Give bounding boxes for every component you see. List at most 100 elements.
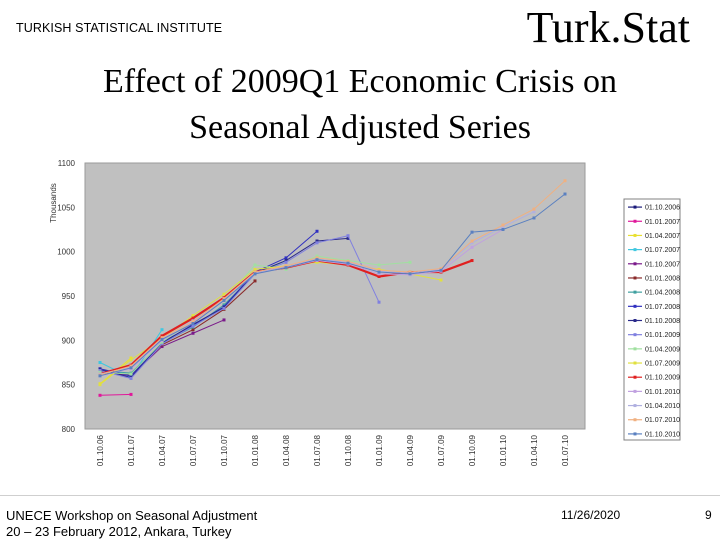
x-tick-label: 01.04.08 [282, 434, 291, 466]
legend-marker [633, 248, 637, 252]
x-tick-label: 01.01.10 [499, 434, 508, 466]
data-point [98, 374, 102, 378]
legend-label: 01.01.2008 [645, 275, 680, 282]
legend-marker [633, 389, 637, 393]
data-point [222, 298, 226, 302]
conference-line1: UNECE Workshop on Seasonal Adjustment [6, 508, 258, 523]
data-point [315, 239, 319, 243]
line-chart: 800 850 900 950 1000 1050 1100 Thousands 01.10.0… [49, 159, 681, 466]
legend-label: 01.10.2008 [645, 318, 680, 325]
plot-area [84, 162, 586, 430]
data-point [346, 261, 350, 265]
data-point [315, 260, 319, 264]
data-point [408, 270, 412, 274]
x-tick-label: 01.04.09 [406, 434, 415, 466]
data-point [191, 331, 195, 335]
legend-marker [633, 432, 637, 436]
y-tick-label: 850 [62, 381, 76, 390]
slide-title-line2: Seasonal Adjusted Series [189, 109, 531, 146]
data-point [346, 234, 350, 238]
legend-marker [633, 276, 637, 280]
brand-logo-text: Turk.Stat [526, 3, 690, 52]
data-point [501, 225, 505, 229]
data-point [470, 245, 474, 249]
series-line [99, 193, 566, 377]
footer: UNECE Workshop on Seasonal Adjustment 20… [0, 495, 720, 541]
data-point [191, 328, 195, 332]
legend-marker [633, 375, 637, 379]
legend-marker [633, 262, 637, 266]
legend-box [623, 198, 681, 441]
x-tick-label: 01.04.10 [530, 434, 539, 466]
x-tick-label: 01.07.10 [561, 434, 570, 466]
data-point [160, 334, 164, 338]
data-point [129, 374, 133, 378]
slide-date: 11/26/2020 [561, 508, 621, 522]
data-point [563, 192, 567, 196]
series-line [99, 180, 566, 376]
y-tick-label: 900 [62, 336, 76, 345]
data-point [191, 320, 195, 324]
data-point [98, 370, 102, 374]
x-tick-label: 01.01.07 [127, 434, 136, 466]
y-tick-label: 1000 [57, 248, 75, 257]
data-point [98, 368, 102, 372]
legend-label: 01.07.2007 [645, 247, 680, 254]
legend-label: 01.07.2008 [645, 304, 680, 311]
data-point [532, 207, 536, 211]
data-point [160, 336, 164, 340]
x-tick-label: 01.10.09 [468, 434, 477, 466]
y-tick-label: 1100 [58, 159, 76, 168]
data-point [160, 342, 164, 346]
legend-marker [633, 233, 637, 237]
legend-marker [633, 290, 637, 294]
data-point [129, 392, 133, 396]
data-point [284, 264, 288, 268]
data-point [160, 337, 164, 341]
data-point [160, 345, 164, 349]
x-tick-label: 01.07.09 [437, 434, 446, 466]
data-point [315, 229, 319, 233]
y-tick-label: 950 [62, 292, 76, 301]
data-point [439, 268, 443, 272]
data-point [532, 210, 536, 214]
data-point [470, 259, 474, 263]
data-point [222, 318, 226, 322]
legend-marker [633, 361, 637, 365]
data-point [439, 267, 443, 271]
legend-label: 01.01.2010 [645, 389, 680, 396]
data-point [284, 259, 288, 263]
slide-title-line1: Effect of 2009Q1 Economic Crisis on [102, 63, 617, 100]
data-point [222, 292, 226, 296]
legend-label: 01.01.2009 [645, 332, 680, 339]
legend-marker [633, 404, 637, 408]
data-point [222, 306, 226, 310]
legend-marker [633, 319, 637, 322]
data-point [377, 272, 381, 276]
x-tick-label: 01.07.07 [189, 434, 198, 466]
data-point [191, 314, 195, 318]
x-tick-label: 01.10.08 [344, 434, 353, 466]
y-tick-label: 800 [62, 425, 76, 434]
data-point [191, 321, 195, 325]
data-point [253, 272, 257, 276]
conference-line2: 20 – 23 February 2012, Ankara, Turkey [6, 524, 232, 539]
data-point [377, 268, 381, 272]
legend-label: 01.07.2009 [645, 361, 680, 368]
series-line [99, 235, 380, 380]
data-point [439, 278, 443, 282]
data-point [501, 228, 505, 231]
data-point [284, 260, 288, 264]
page-number: 9 [705, 508, 712, 522]
data-point [129, 364, 133, 368]
data-point [408, 272, 412, 276]
data-point [284, 256, 288, 260]
data-point [563, 179, 567, 183]
data-point [191, 324, 195, 328]
data-point [160, 328, 164, 332]
legend-label: 01.04.2009 [645, 346, 680, 353]
legend-marker [633, 205, 637, 209]
data-point [470, 239, 474, 243]
data-point [253, 270, 257, 274]
x-tick-label: 01.07.08 [313, 434, 322, 466]
